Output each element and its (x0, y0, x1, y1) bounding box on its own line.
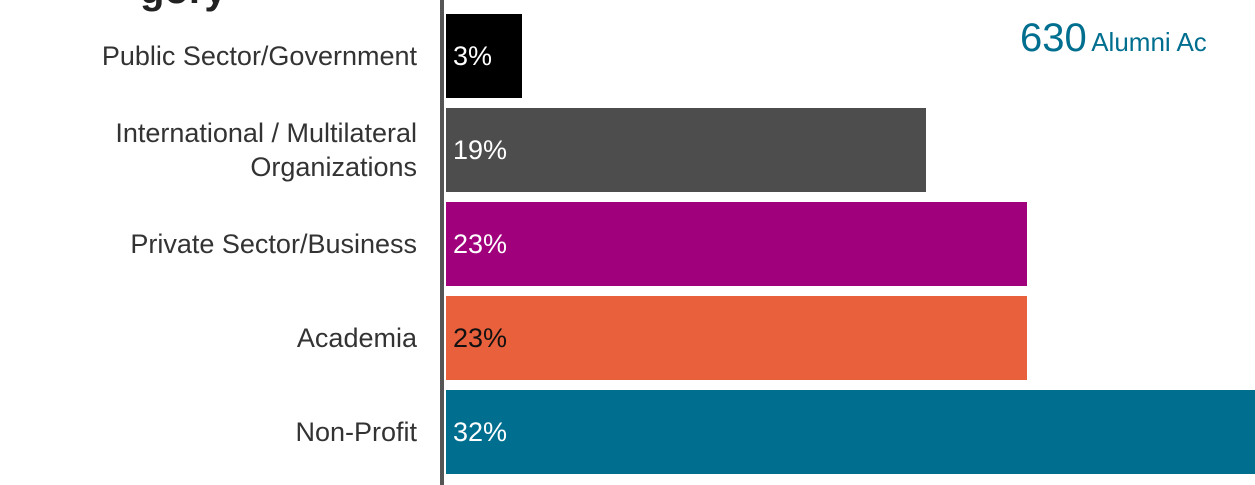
bar-value-international: 19% (453, 135, 508, 165)
category-label-academia: Academia (296, 323, 417, 353)
category-label-private-sector: Private Sector/Business (130, 229, 417, 259)
alumni-annotation: 630 Alumni Ac (1020, 18, 1207, 58)
y-axis-line (440, 0, 444, 485)
category-label-non-profit: Non-Profit (295, 417, 417, 447)
bar-non-profit (446, 390, 1255, 474)
bar-international (446, 108, 926, 192)
bar-private-sector (446, 202, 1027, 286)
alumni-label: Alumni Ac (1091, 27, 1207, 57)
category-label-international: International / Multilateral Organizatio… (115, 118, 417, 182)
chart-title-fragment: gory (140, 0, 227, 10)
bar-public-sector (446, 14, 522, 98)
bar-academia (446, 296, 1027, 380)
bar-value-non-profit: 32% (453, 417, 508, 447)
bar-value-academia: 23% (453, 323, 508, 353)
bar-value-private-sector: 23% (453, 229, 508, 259)
bar-value-public-sector: 3% (453, 41, 493, 71)
category-label-public-sector: Public Sector/Government (101, 41, 417, 71)
alumni-count: 630 (1020, 16, 1087, 60)
